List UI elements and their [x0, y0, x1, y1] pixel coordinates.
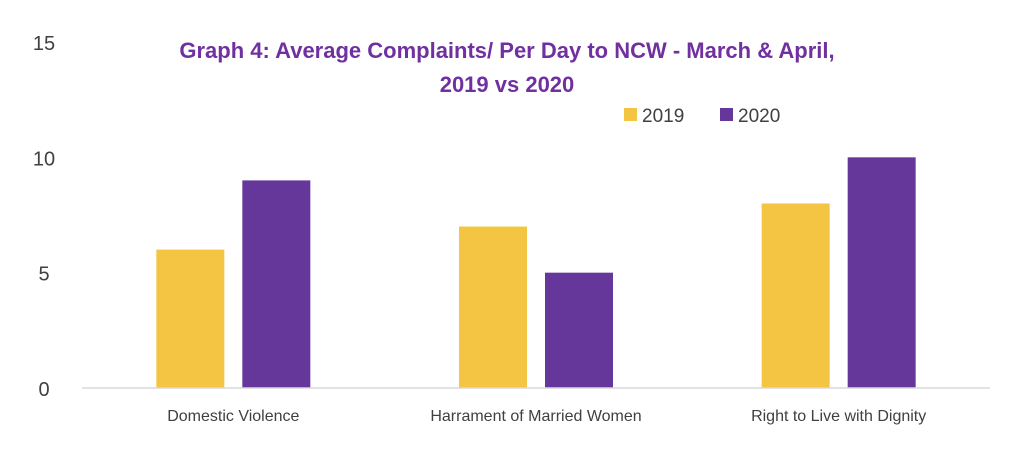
- legend: 2019 2020: [624, 106, 780, 127]
- bar-2020-1: [545, 272, 613, 388]
- bars: [156, 157, 916, 388]
- bar-2019-0: [156, 249, 225, 388]
- x-category-label: Domestic Violence: [167, 408, 299, 425]
- chart-title-line-1: Graph 4: Average Complaints/ Per Day to …: [179, 38, 834, 63]
- bar-2019-2: [761, 203, 830, 388]
- legend-swatch-2019: [624, 108, 637, 121]
- x-axis-labels: Domestic Violence Harrament of Married Wo…: [167, 408, 926, 425]
- y-axis-ticks: 0 5 10 15: [33, 33, 55, 401]
- x-category-label: Right to Live with Dignity: [751, 408, 926, 425]
- legend-swatch-2020: [720, 108, 733, 121]
- legend-label: 2019: [642, 106, 684, 127]
- legend-label: 2020: [738, 106, 780, 127]
- y-tick-label: 10: [33, 148, 55, 170]
- chart-title-line-2: 2019 vs 2020: [440, 72, 575, 97]
- y-tick-label: 5: [38, 264, 49, 286]
- y-tick-label: 15: [33, 33, 55, 55]
- bar-2020-0: [242, 180, 311, 388]
- bar-2020-2: [847, 157, 916, 388]
- x-category-label: Harrament of Married Women: [430, 408, 641, 425]
- bar-2019-1: [459, 226, 527, 388]
- y-tick-label: 0: [38, 379, 49, 401]
